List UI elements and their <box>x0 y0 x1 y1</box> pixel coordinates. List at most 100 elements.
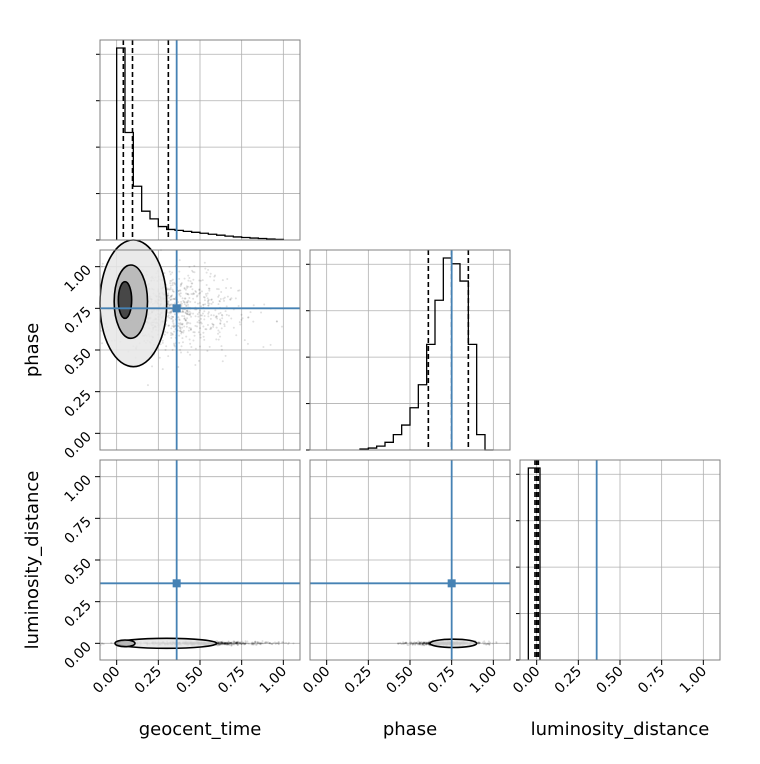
scatter-point <box>173 297 176 300</box>
scatter-point <box>198 279 201 282</box>
scatter-point <box>243 643 246 646</box>
scatter-point <box>169 299 172 302</box>
scatter-point <box>169 284 172 287</box>
x-axis-label-phase: phase <box>383 719 437 740</box>
scatter-point <box>245 642 248 645</box>
scatter-point <box>187 299 190 302</box>
scatter-point <box>185 309 188 312</box>
scatter-point <box>217 295 220 298</box>
scatter-point <box>207 315 210 318</box>
scatter-point <box>234 641 237 644</box>
scatter-point <box>188 265 191 268</box>
scatter-point <box>236 641 239 644</box>
scatter-point <box>181 337 184 340</box>
scatter-point <box>193 331 196 334</box>
scatter-point <box>251 642 254 645</box>
scatter-point <box>206 292 209 295</box>
scatter-point <box>234 297 237 300</box>
scatter-point <box>185 322 188 325</box>
scatter-point <box>427 642 430 645</box>
scatter-point <box>258 642 261 645</box>
scatter-point <box>424 643 427 646</box>
scatter-point <box>261 640 264 643</box>
scatter-point <box>242 642 245 645</box>
scatter-point <box>233 642 236 645</box>
scatter-point <box>242 642 245 645</box>
scatter-point <box>183 277 186 280</box>
scatter-point <box>179 330 182 333</box>
scatter-point <box>227 643 230 646</box>
scatter-point <box>172 316 175 319</box>
scatter-point <box>423 641 426 644</box>
scatter-point <box>235 641 238 644</box>
scatter-point <box>206 349 209 352</box>
scatter-point <box>225 642 228 645</box>
scatter-point <box>206 300 209 303</box>
y-tick-label: 0.50 <box>61 346 94 379</box>
scatter-point <box>215 639 218 642</box>
scatter-point <box>423 642 426 645</box>
scatter-point <box>171 283 174 286</box>
scatter-point <box>257 642 260 645</box>
scatter-point <box>418 642 421 645</box>
scatter-point <box>226 643 229 646</box>
scatter-point <box>421 643 424 646</box>
scatter-point <box>183 286 186 289</box>
scatter-point <box>166 288 169 291</box>
scatter-point <box>219 319 222 322</box>
scatter-point <box>416 641 419 644</box>
density-contour <box>117 280 133 320</box>
scatter-point <box>170 294 173 297</box>
scatter-point <box>182 301 185 304</box>
scatter-point <box>182 299 185 302</box>
scatter-point <box>180 283 183 286</box>
scatter-point <box>478 641 481 644</box>
scatter-point <box>268 641 271 644</box>
x-axis-label-geocent_time: geocent_time <box>139 719 262 740</box>
scatter-point <box>196 302 199 305</box>
scatter-point <box>163 272 166 275</box>
scatter-point <box>200 305 203 308</box>
scatter-point <box>181 326 184 329</box>
scatter-point <box>486 642 489 645</box>
scatter-point <box>198 311 201 314</box>
scatter-point <box>223 641 226 644</box>
scatter-point <box>422 643 425 646</box>
scatter-point <box>199 279 202 282</box>
scatter-point <box>259 643 262 646</box>
scatter-point <box>221 641 224 644</box>
scatter-point <box>252 643 255 646</box>
scatter-point <box>222 641 225 644</box>
scatter-point <box>187 321 190 324</box>
scatter-point <box>212 325 215 328</box>
scatter-point <box>422 642 425 645</box>
scatter-point <box>222 642 225 645</box>
scatter-point <box>482 641 485 644</box>
scatter-point <box>227 642 230 645</box>
scatter-point <box>182 331 185 334</box>
scatter-point <box>169 286 172 289</box>
scatter-point <box>186 313 189 316</box>
scatter-point <box>414 643 417 646</box>
x-tick-label: 0.25 <box>342 664 375 697</box>
scatter-point <box>169 295 172 298</box>
scatter-point <box>179 326 182 329</box>
scatter-point <box>203 315 206 318</box>
y-tick-label: 0.75 <box>61 304 94 337</box>
scatter-point <box>269 642 272 645</box>
scatter-point <box>177 325 180 328</box>
scatter-point <box>224 642 227 645</box>
scatter-point <box>419 643 422 646</box>
scatter-point <box>280 325 283 328</box>
scatter-point <box>177 322 180 325</box>
scatter-point <box>189 327 192 330</box>
scatter-point <box>188 310 191 313</box>
scatter-point <box>404 641 407 644</box>
scatter-point <box>178 318 181 321</box>
scatter-point <box>172 290 175 293</box>
scatter-point <box>196 313 199 316</box>
panel-frame-geocent_time <box>99 39 301 241</box>
scatter-point <box>194 315 197 318</box>
scatter-point <box>417 642 420 645</box>
frame-layer <box>95 39 721 665</box>
